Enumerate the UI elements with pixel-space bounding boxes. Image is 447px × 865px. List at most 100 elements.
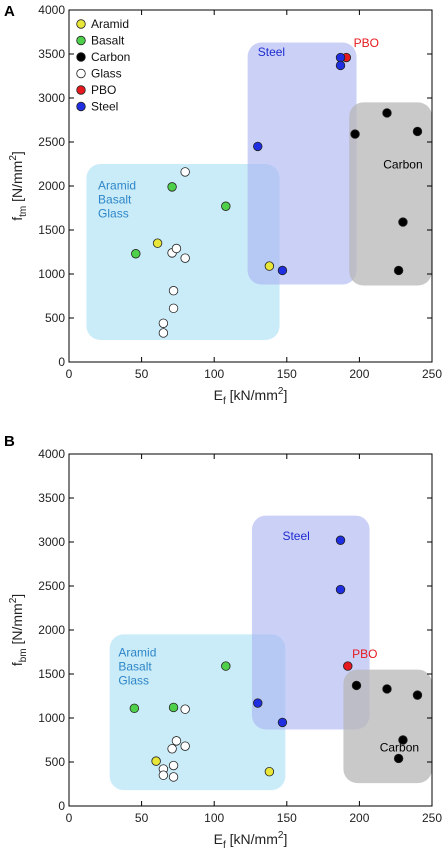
x-axis-label-unit: [kN/mm — [226, 387, 278, 403]
region-glass — [86, 164, 280, 340]
y-tick-label: 1500 — [38, 223, 65, 237]
x-tick-label: 200 — [349, 367, 369, 381]
x-tick-label: 50 — [135, 811, 149, 825]
legend-label-aramid: Aramid — [91, 17, 129, 31]
region-steel — [247, 42, 357, 285]
x-tick-label: 250 — [422, 811, 442, 825]
data-point-carbon — [382, 108, 392, 118]
x-axis-label-unit: [kN/mm — [226, 831, 278, 847]
y-tick-label: 2000 — [38, 179, 65, 193]
x-axis-label-main: E — [214, 831, 223, 847]
data-point-steel — [335, 535, 346, 545]
data-point-glass — [171, 736, 182, 746]
region-carbon — [343, 669, 432, 784]
data-point-glass — [158, 328, 169, 338]
y-tick-label: 4000 — [38, 447, 65, 461]
x-tick-label: 150 — [277, 811, 297, 825]
region-label-steel: Steel — [258, 45, 285, 59]
y-axis-label-close: ] — [9, 594, 25, 598]
data-point-glass — [158, 770, 169, 780]
data-point-steel — [277, 717, 288, 728]
region-label-glass: Glass — [98, 207, 129, 221]
y-axis-label-close: ] — [9, 151, 25, 155]
data-point-basalt — [167, 182, 177, 192]
region-label-steel: Steel — [282, 529, 309, 543]
legend-label-glass: Glass — [91, 67, 122, 81]
y-tick-label: 1000 — [38, 267, 65, 281]
data-point-glass — [171, 243, 182, 254]
region-label-glass: Aramid — [118, 645, 156, 659]
region-label-carbon: Carbon — [380, 740, 419, 754]
y-tick-label: 2000 — [38, 623, 65, 637]
y-axis-label-sup: 2 — [8, 597, 19, 603]
y-tick-label: 3000 — [38, 91, 65, 105]
legend-marker-carbon — [76, 52, 86, 62]
data-point-steel — [335, 60, 346, 71]
data-point-glass — [168, 760, 179, 771]
x-axis-label: Ef [kN/mm2] — [214, 830, 288, 851]
annotation-pbo: PBO — [352, 647, 377, 661]
y-tick-label: 500 — [45, 311, 65, 325]
x-tick-label: 0 — [66, 811, 73, 825]
data-point-carbon — [382, 684, 392, 694]
data-point-carbon — [393, 265, 404, 276]
data-point-steel — [335, 584, 346, 595]
data-point-glass — [168, 772, 179, 782]
y-tick-label: 0 — [58, 355, 65, 369]
region-label-carbon: Carbon — [383, 157, 422, 171]
legend-marker-glass — [76, 68, 86, 79]
y-tick-label: 2500 — [38, 135, 65, 149]
data-point-steel — [253, 698, 263, 708]
region-glass — [109, 634, 286, 791]
y-axis-label-unit: [N/mm — [9, 603, 25, 648]
legend-label-steel: Steel — [91, 100, 118, 114]
data-point-carbon — [412, 690, 423, 700]
data-point-aramid — [152, 238, 163, 248]
data-point-glass — [168, 303, 179, 314]
data-point-carbon — [412, 126, 423, 137]
region-carbon — [349, 102, 432, 286]
y-tick-label: 3500 — [38, 47, 65, 61]
data-point-glass — [167, 744, 177, 754]
legend-marker-steel — [76, 101, 86, 112]
x-tick-label: 100 — [204, 367, 224, 381]
data-point-basalt — [168, 702, 179, 713]
x-axis-label-main: E — [214, 387, 223, 403]
y-axis-label-unit: [N/mm — [9, 161, 25, 206]
y-tick-label: 2500 — [38, 579, 65, 593]
annotation-pbo: PBO — [354, 36, 379, 50]
y-tick-label: 1000 — [38, 711, 65, 725]
legend-marker-aramid — [76, 19, 86, 29]
data-point-aramid — [151, 756, 161, 766]
y-axis-label: fbm [N/mm2] — [8, 594, 29, 666]
data-point-glass — [168, 286, 179, 296]
x-axis-label-close: ] — [283, 387, 287, 403]
x-tick-label: 100 — [204, 811, 224, 825]
region-label-glass: Aramid — [98, 179, 136, 193]
data-point-carbon — [398, 735, 408, 745]
x-axis-label-close: ] — [283, 831, 287, 847]
data-point-carbon — [351, 680, 362, 691]
data-point-glass — [180, 741, 190, 751]
data-point-carbon — [398, 217, 408, 227]
x-tick-label: 250 — [422, 367, 442, 381]
y-axis-label-main: f — [9, 662, 25, 666]
data-point-steel — [277, 265, 288, 276]
y-tick-label: 1500 — [38, 667, 65, 681]
data-point-basalt — [129, 703, 140, 714]
x-tick-label: 200 — [349, 811, 369, 825]
data-point-steel — [253, 141, 263, 152]
data-point-aramid — [264, 766, 275, 777]
data-point-basalt — [221, 201, 231, 211]
data-point-glass — [158, 318, 169, 328]
x-axis-label-sub: f — [223, 840, 226, 851]
data-point-glass — [180, 704, 190, 714]
y-axis-label: ftm [N/mm2] — [8, 151, 29, 221]
y-tick-label: 500 — [45, 755, 65, 769]
x-axis-label-sub: f — [223, 396, 226, 407]
y-tick-label: 3500 — [38, 491, 65, 505]
